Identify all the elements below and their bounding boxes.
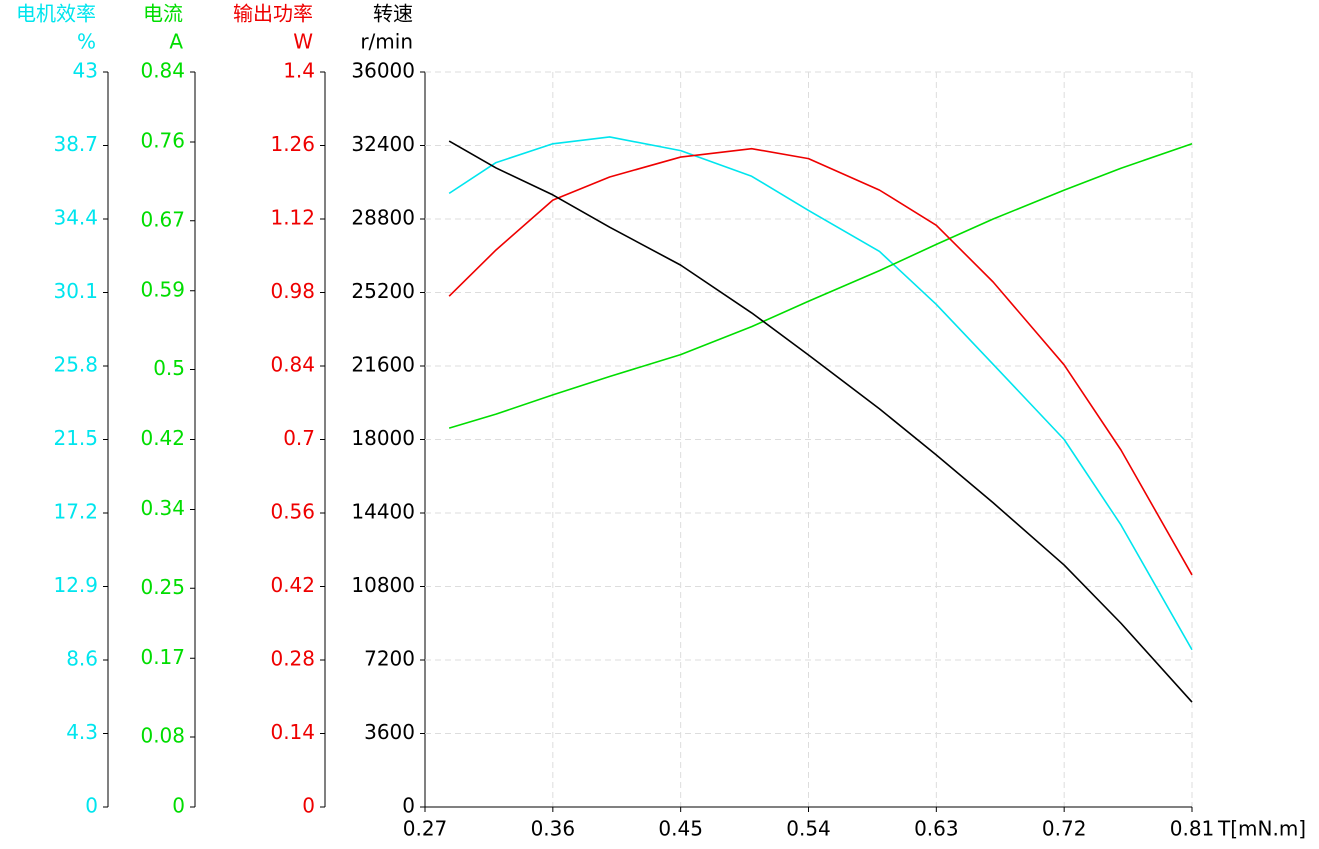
y-tick-label: 32400 (351, 132, 415, 156)
x-axis-label: T[mN.m] (1217, 817, 1306, 841)
series-line (448, 147, 1193, 576)
y-tick-label: 0 (302, 794, 315, 818)
y-tick-label: 0 (172, 794, 185, 818)
y-tick-label: 0.84 (140, 59, 185, 83)
x-tick-label: 0.54 (786, 817, 831, 841)
x-tick-label: 0.45 (658, 817, 703, 841)
x-tick-label: 0.81 (1170, 817, 1215, 841)
y-tick-label: 21.5 (53, 426, 98, 450)
y-tick-label: 12.9 (53, 573, 98, 597)
y-tick-label: 4.3 (66, 720, 98, 744)
axis-unit: A (169, 30, 183, 54)
y-tick-label: 1.4 (283, 59, 315, 83)
y-tick-label: 8.6 (66, 647, 98, 671)
y-tick-label: 21600 (351, 353, 415, 377)
y-tick-label: 0.59 (140, 277, 185, 301)
y-tick-label: 17.2 (53, 500, 98, 524)
y-tick-label: 34.4 (53, 206, 98, 230)
y-tick-label: 18000 (351, 426, 415, 450)
axis-unit: % (77, 30, 96, 54)
y-tick-label: 0.25 (140, 575, 185, 599)
axis-unit: r/min (360, 30, 413, 54)
y-tick-label: 0.84 (270, 353, 315, 377)
y-tick-label: 0.7 (283, 426, 315, 450)
y-tick-label: 0.67 (140, 207, 185, 231)
x-tick-label: 0.63 (914, 817, 959, 841)
series-line (448, 140, 1193, 703)
y-tick-label: 1.12 (270, 206, 315, 230)
y-tick-label: 7200 (364, 647, 415, 671)
series-line (448, 136, 1193, 651)
axis-title: 电流 (143, 2, 183, 26)
y-tick-label: 0.5 (153, 356, 185, 380)
y-tick-label: 28800 (351, 206, 415, 230)
y-tick-label: 0.28 (270, 647, 315, 671)
y-tick-label: 36000 (351, 59, 415, 83)
axis-title: 电机效率 (16, 2, 96, 26)
y-tick-label: 14400 (351, 500, 415, 524)
y-tick-label: 10800 (351, 573, 415, 597)
x-tick-label: 0.27 (403, 817, 448, 841)
y-tick-label: 1.26 (270, 132, 315, 156)
series-line (448, 142, 1193, 429)
y-tick-label: 0.14 (270, 720, 315, 744)
y-tick-label: 0.56 (270, 500, 315, 524)
axis-unit: W (293, 30, 313, 54)
axis-title: 转速 (373, 2, 413, 26)
y-tick-label: 30.1 (53, 279, 98, 303)
y-tick-label: 0.17 (140, 645, 185, 669)
axis-title: 输出功率 (233, 2, 313, 26)
x-tick-label: 0.36 (531, 817, 576, 841)
y-tick-label: 38.7 (53, 132, 98, 156)
y-tick-label: 43 (73, 59, 98, 83)
y-tick-label: 0 (402, 794, 415, 818)
y-tick-label: 0.76 (140, 129, 185, 153)
x-tick-label: 0.72 (1042, 817, 1087, 841)
y-tick-label: 25.8 (53, 353, 98, 377)
y-tick-label: 0.42 (140, 426, 185, 450)
y-tick-label: 25200 (351, 279, 415, 303)
y-tick-label: 0.34 (140, 496, 185, 520)
y-tick-label: 0.08 (140, 724, 185, 748)
y-tick-label: 3600 (364, 720, 415, 744)
y-tick-label: 0.42 (270, 573, 315, 597)
y-tick-label: 0 (85, 794, 98, 818)
y-tick-label: 0.98 (270, 279, 315, 303)
